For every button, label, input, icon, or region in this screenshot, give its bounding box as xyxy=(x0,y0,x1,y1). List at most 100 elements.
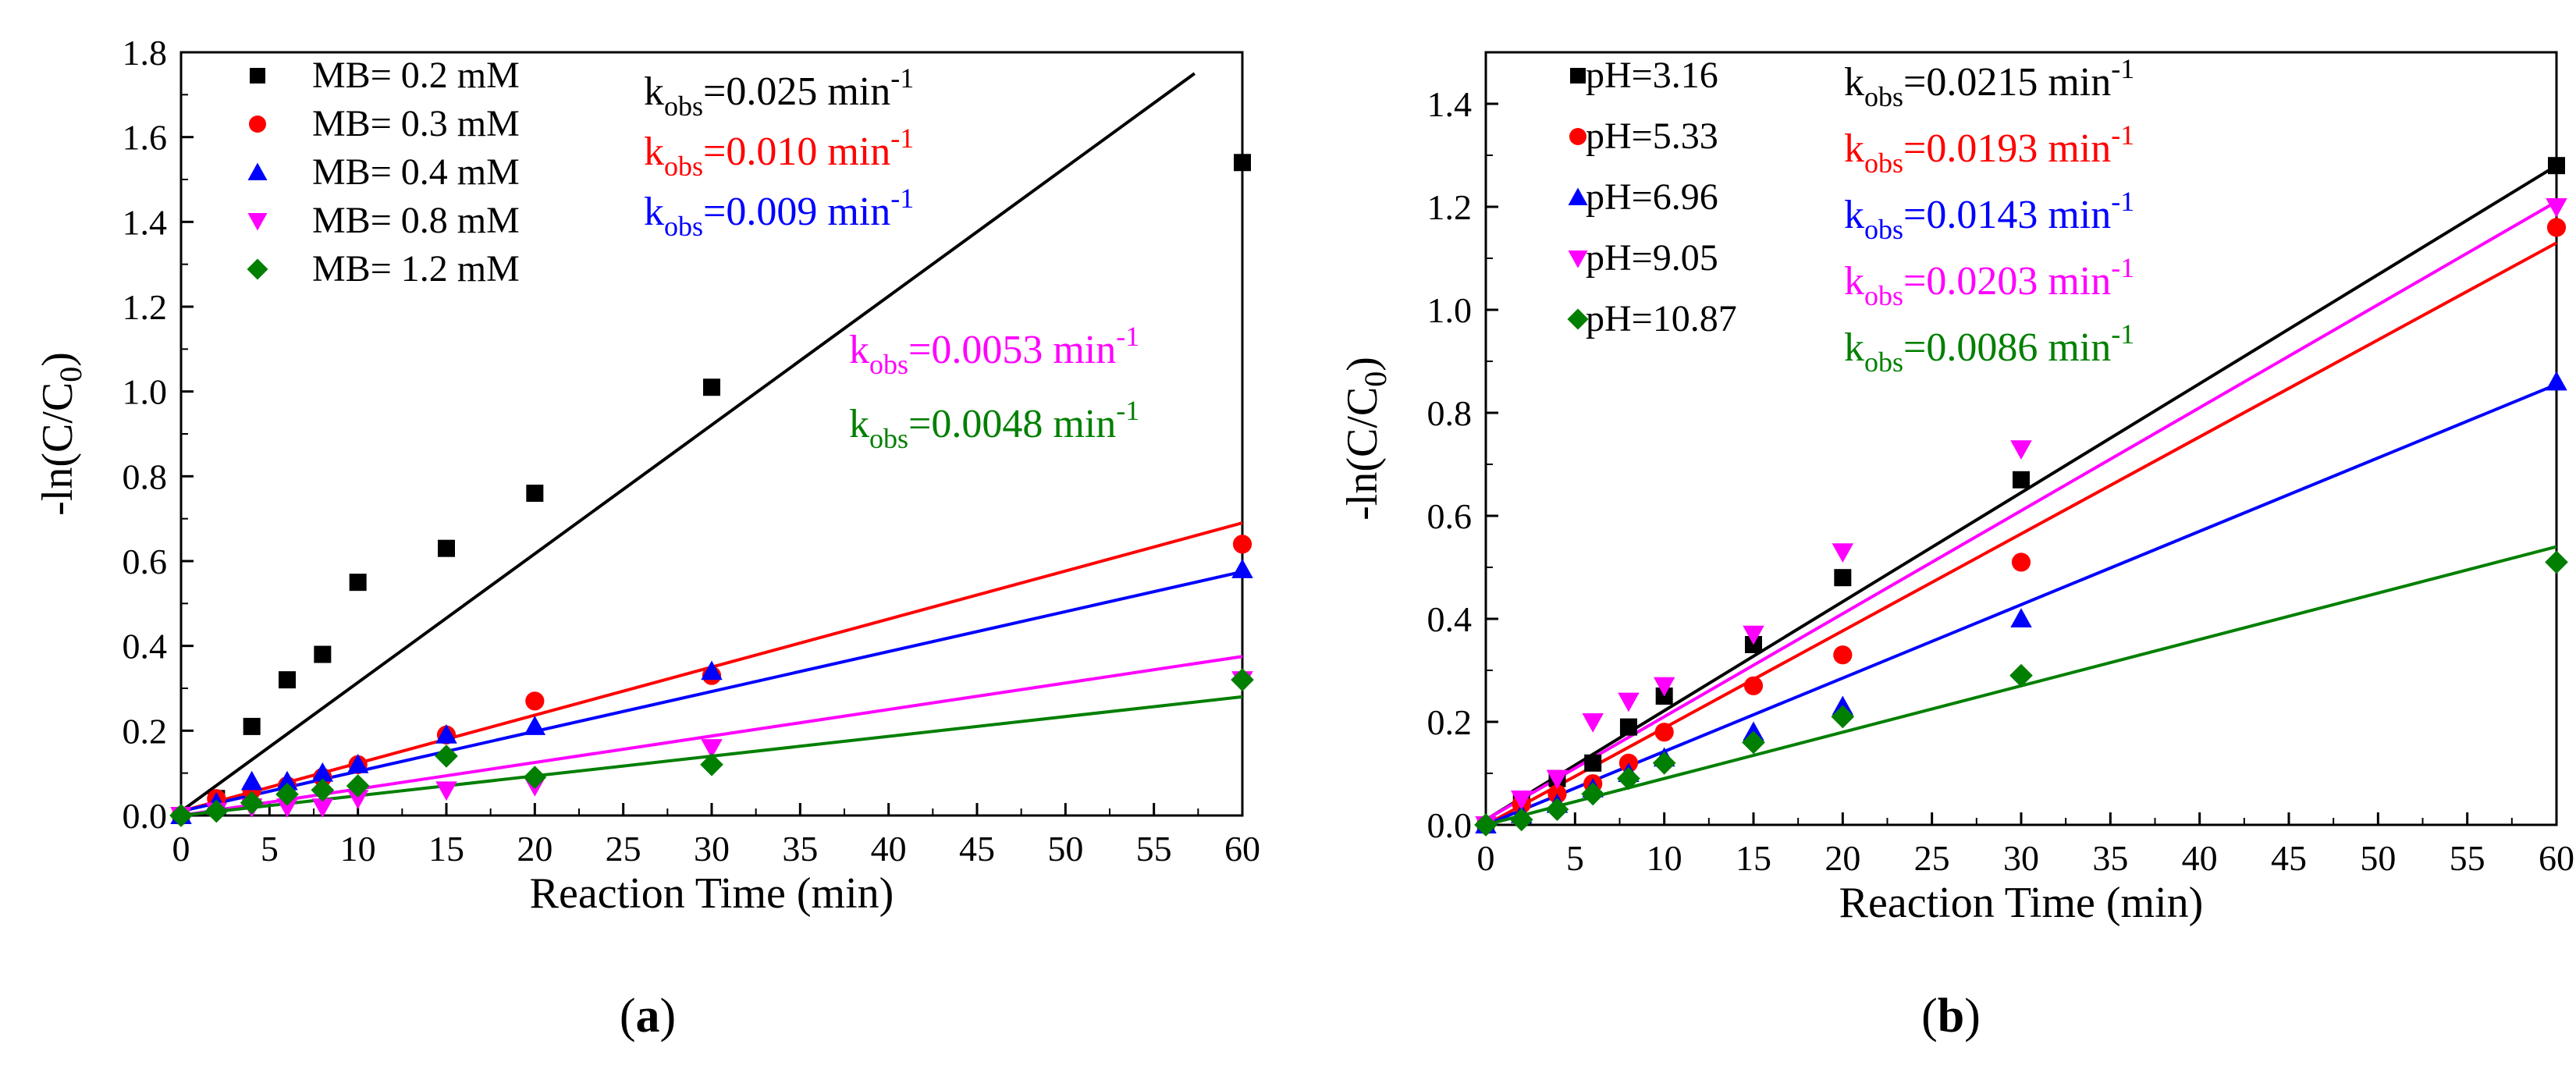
y-tick-label: 0.0 xyxy=(123,796,168,836)
kobs-value: =0.0048 min xyxy=(908,402,1116,446)
x-tick-label: 40 xyxy=(2182,838,2218,878)
data-point-3-5 xyxy=(346,790,369,810)
legend-label-3: MB= 0.8 mM xyxy=(312,200,520,241)
data-point-4-0 xyxy=(1474,813,1498,837)
data-point-3-3 xyxy=(1582,713,1604,733)
data-point-0-7 xyxy=(1834,569,1852,587)
data-point-2-6 xyxy=(435,724,457,744)
data-point-0-7 xyxy=(526,485,544,503)
x-tick-label: 20 xyxy=(1825,838,1860,878)
kobs-value: =0.010 min xyxy=(703,130,890,174)
data-point-3-4 xyxy=(1618,692,1640,712)
kobs-sup: -1 xyxy=(2111,119,2134,151)
data-point-4-8 xyxy=(700,752,723,776)
kobs-sub: obs xyxy=(1864,280,1903,311)
kobs-sup: -1 xyxy=(890,123,914,154)
data-point-3-5 xyxy=(1653,677,1675,697)
data-point-4-5 xyxy=(346,774,370,798)
kobs-sub: obs xyxy=(664,151,703,182)
series-4 xyxy=(1474,550,2568,837)
kobs-sup: -1 xyxy=(2111,53,2134,84)
kobs-sup: -1 xyxy=(2111,252,2134,283)
y-tick-label: 1.6 xyxy=(123,118,168,158)
y-tick-label: 0.6 xyxy=(123,542,168,581)
data-point-3-9 xyxy=(2546,198,2567,218)
panel-label-open: ( xyxy=(1921,990,1938,1043)
data-point-0-9 xyxy=(2548,157,2565,175)
kobs-value: =0.0053 min xyxy=(908,328,1116,372)
kobs-sup: -1 xyxy=(890,62,914,94)
data-point-2-8 xyxy=(2010,608,2032,627)
kobs-value: =0.025 min xyxy=(703,69,890,114)
x-tick-label: 35 xyxy=(2092,838,2128,878)
data-point-2-2 xyxy=(240,770,263,791)
kobs-annotation-1: kobs=0.0193 min-1 xyxy=(1844,119,2134,179)
y-tick-label: 1.2 xyxy=(123,287,168,327)
y-tick-label: 1.0 xyxy=(123,372,168,412)
kobs-sup: -1 xyxy=(1116,321,1139,352)
kobs-sup: -1 xyxy=(2111,318,2134,350)
data-point-1-5 xyxy=(1654,723,1674,742)
y-axis-title-main: -ln(C/C xyxy=(34,382,82,516)
data-point-4-2 xyxy=(240,791,264,815)
kobs-value: =0.0203 min xyxy=(1903,259,2111,304)
panel-label-letter: a xyxy=(636,990,660,1043)
data-point-0-8 xyxy=(703,378,720,396)
data-point-4-6 xyxy=(1742,730,1765,755)
kobs-annotation-0: kobs=0.025 min-1 xyxy=(644,62,914,122)
legend-marker-2 xyxy=(1568,187,1588,205)
data-point-4-2 xyxy=(1545,798,1569,822)
data-point-4-7 xyxy=(1831,705,1855,729)
data-point-4-9 xyxy=(1231,668,1254,691)
data-point-0-2 xyxy=(243,717,261,735)
legend-label-3: pH=9.05 xyxy=(1586,237,1718,279)
kobs-value: =0.0215 min xyxy=(1903,60,2111,105)
data-point-3-4 xyxy=(311,798,334,818)
data-point-3-6 xyxy=(435,781,457,801)
x-tick-label: 55 xyxy=(2450,838,2485,878)
kobs-value: =0.0193 min xyxy=(1903,126,2111,171)
data-point-3-7 xyxy=(1832,543,1854,563)
data-point-1-7 xyxy=(1833,645,1853,665)
kobs-annotation-2: kobs=0.0143 min-1 xyxy=(1844,186,2134,245)
y-tick-label: 1.0 xyxy=(1427,290,1473,330)
legend-marker-0 xyxy=(1570,68,1586,84)
x-tick-label: 0 xyxy=(1477,838,1495,878)
x-tick-label: 15 xyxy=(1736,838,1771,878)
y-tick-label: 0.2 xyxy=(123,711,168,751)
data-point-3-2 xyxy=(1546,769,1569,790)
x-tick-label: 50 xyxy=(1047,829,1083,869)
legend-marker-0 xyxy=(250,68,265,84)
kobs-sub: obs xyxy=(1864,214,1903,245)
y-tick-label: 0.4 xyxy=(123,627,168,666)
kobs-k: k xyxy=(644,69,664,114)
panel-label-open: ( xyxy=(620,990,636,1043)
legend-label-4: MB= 1.2 mM xyxy=(312,248,520,290)
kobs-k: k xyxy=(644,130,664,174)
panel-label-close: ) xyxy=(660,990,677,1043)
legend-marker-1 xyxy=(1569,128,1586,145)
x-tick-label: 60 xyxy=(2539,838,2574,878)
data-point-4-3 xyxy=(275,782,299,806)
data-point-2-5 xyxy=(346,754,369,773)
data-point-4-6 xyxy=(435,744,458,768)
chart-panel-a: 0 5 10 15 20 25 30 35 40 45 50 55 60 0.0 0.2 0.4 0.6 0.8 1… xyxy=(34,33,1260,1043)
x-tick-label: 55 xyxy=(1136,829,1172,869)
data-point-4-5 xyxy=(1652,751,1676,775)
data-point-4-1 xyxy=(204,799,229,823)
data-point-2-8 xyxy=(701,660,723,680)
y-axis-title-main: -ln(C/C xyxy=(1338,387,1387,521)
data-point-1-7 xyxy=(525,691,545,711)
y-tick-label: 1.4 xyxy=(123,202,168,242)
data-point-0-9 xyxy=(1234,154,1251,172)
data-point-3-1 xyxy=(1510,791,1533,810)
kobs-k: k xyxy=(849,402,869,446)
kobs-sub: obs xyxy=(664,91,703,122)
y-axis-title-sub: 0 xyxy=(53,367,88,382)
kobs-sub: obs xyxy=(869,423,908,454)
panel-label-letter: b xyxy=(1938,990,1964,1043)
series-3 xyxy=(1475,198,2567,836)
legend-label-1: pH=5.33 xyxy=(1586,115,1718,157)
y-tick-label: 0.0 xyxy=(1427,805,1473,845)
